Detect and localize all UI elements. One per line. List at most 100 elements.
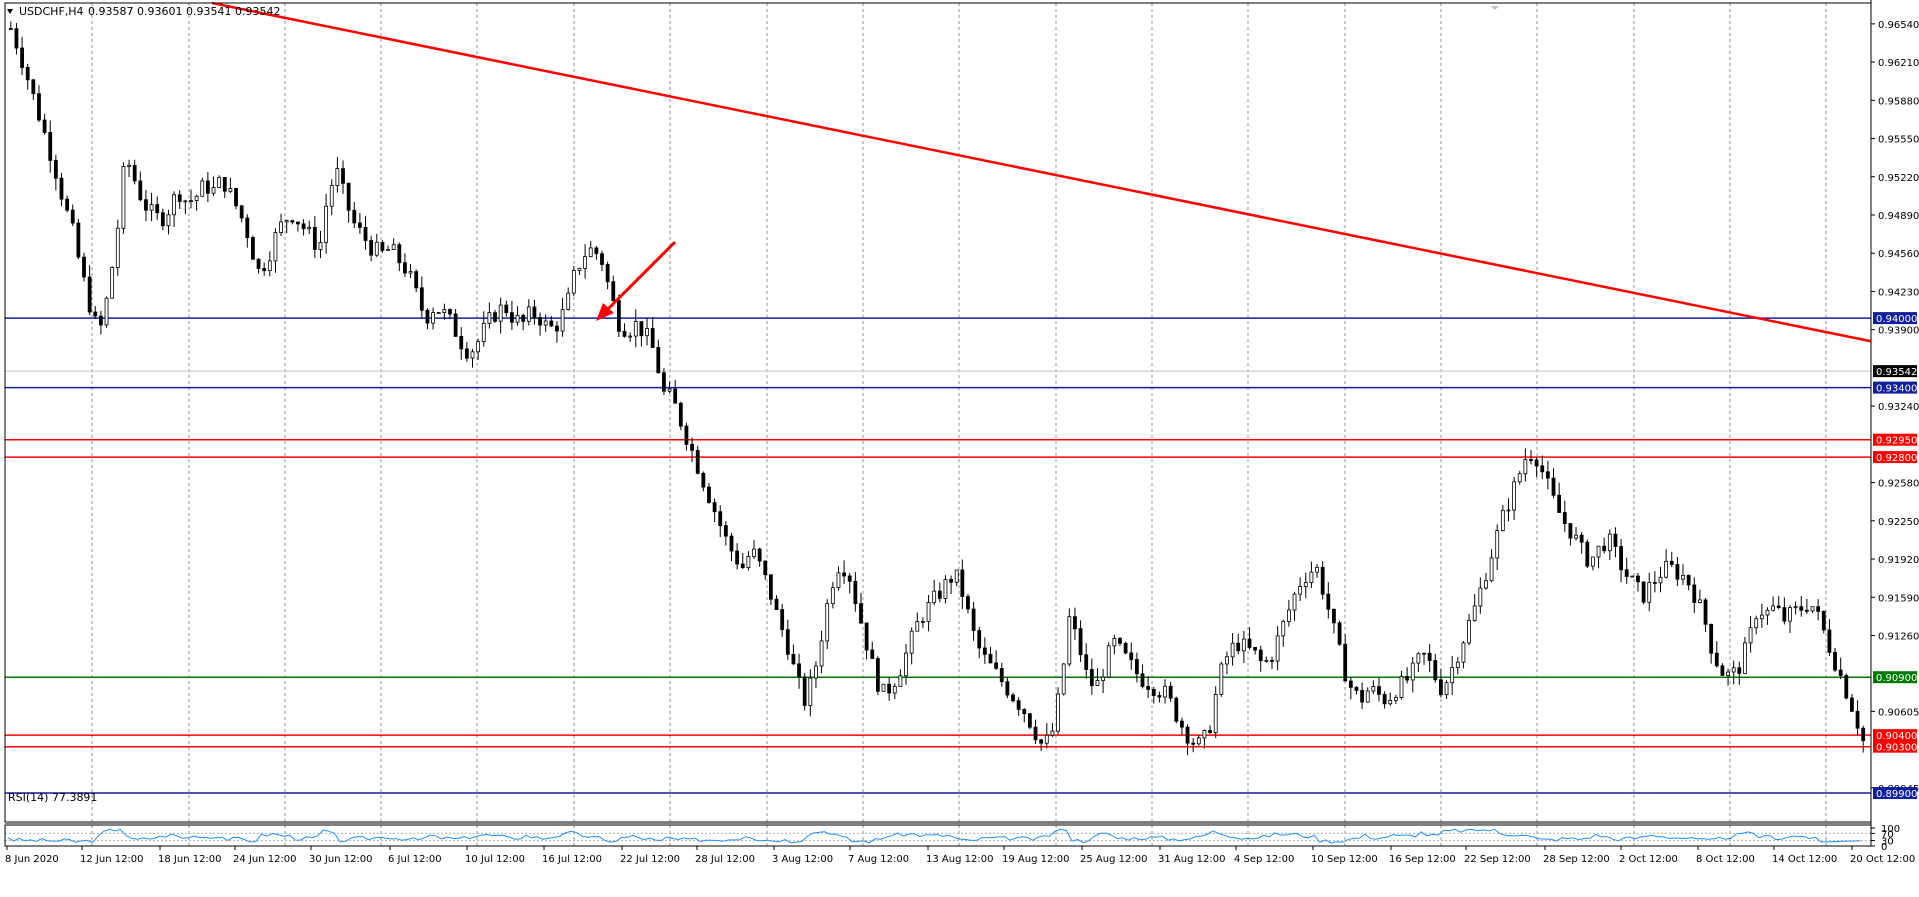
candle-body bbox=[1371, 686, 1376, 692]
candle-body bbox=[1562, 512, 1567, 524]
candle-body bbox=[1191, 742, 1196, 745]
candle-body bbox=[1439, 679, 1443, 696]
candle-body bbox=[1579, 534, 1584, 543]
candle-body bbox=[1669, 560, 1674, 565]
candle-body bbox=[723, 525, 728, 537]
candle-body bbox=[290, 220, 295, 223]
y-tick-label: 0.91260 bbox=[1878, 631, 1919, 642]
rsi-panel bbox=[5, 828, 1871, 844]
candle-body bbox=[1061, 663, 1066, 695]
candle-body bbox=[155, 204, 160, 214]
candle-body bbox=[1664, 560, 1669, 578]
symbol-label: USDCHF,H4 bbox=[19, 5, 84, 18]
candle-body bbox=[1202, 730, 1207, 739]
candle-body bbox=[870, 649, 875, 659]
candle-body bbox=[104, 297, 109, 326]
candle-body bbox=[1405, 676, 1410, 681]
candle-body bbox=[1427, 652, 1432, 661]
candle-body bbox=[875, 658, 880, 692]
candle-body bbox=[802, 676, 807, 706]
candle-body bbox=[887, 683, 892, 694]
candle-body bbox=[267, 260, 272, 272]
candle-body bbox=[988, 653, 993, 664]
candle-body bbox=[301, 223, 306, 230]
scroll-marker-icon bbox=[1491, 6, 1499, 10]
rsi-scale-label: 100 bbox=[1881, 824, 1900, 835]
candle-body bbox=[8, 28, 13, 30]
candle-body bbox=[1799, 606, 1804, 611]
candle-body bbox=[93, 311, 98, 317]
candle-body bbox=[1275, 635, 1280, 662]
candle-body bbox=[25, 67, 30, 81]
candle-body bbox=[504, 304, 509, 314]
candle-body bbox=[994, 662, 999, 669]
candle-body bbox=[453, 313, 458, 337]
candle-body bbox=[1788, 607, 1792, 622]
candle-body bbox=[909, 630, 914, 654]
candle-body bbox=[1838, 669, 1843, 676]
rsi-label: RSI(14) 77.3891 bbox=[8, 791, 97, 804]
candle-body bbox=[1073, 616, 1077, 630]
y-tick-label: 0.91920 bbox=[1878, 555, 1919, 566]
candle-body bbox=[1450, 667, 1455, 684]
candle-body bbox=[1551, 477, 1556, 496]
candle-body bbox=[138, 180, 143, 201]
candle-body bbox=[577, 267, 582, 271]
x-tick-label: 31 Aug 12:00 bbox=[1158, 854, 1225, 865]
candle-body bbox=[65, 198, 70, 211]
candle-body bbox=[397, 244, 402, 264]
pane-separator bbox=[5, 822, 1871, 825]
candle-body bbox=[954, 569, 959, 583]
candle-body bbox=[1782, 607, 1787, 622]
candle-body bbox=[1759, 614, 1764, 620]
x-tick-label: 18 Jun 12:00 bbox=[158, 854, 222, 865]
candle-body bbox=[42, 119, 47, 133]
candle-body bbox=[99, 315, 103, 326]
candle-body bbox=[594, 247, 599, 255]
level-tag-label: 0.89900 bbox=[1876, 789, 1917, 800]
candle-body bbox=[656, 347, 661, 374]
candle-body bbox=[1776, 605, 1781, 608]
candle-body bbox=[442, 309, 447, 314]
rsi-scale-label: 30 bbox=[1881, 837, 1894, 848]
y-tick-label: 0.95880 bbox=[1878, 96, 1919, 107]
candle-body bbox=[1686, 574, 1691, 586]
candle-body bbox=[1731, 667, 1736, 673]
candle-body bbox=[228, 188, 233, 192]
candle-body bbox=[20, 47, 24, 68]
candle-body bbox=[695, 449, 700, 474]
level-tag bbox=[1873, 671, 1917, 684]
candle-body bbox=[1298, 586, 1303, 595]
candle-body bbox=[566, 292, 571, 310]
candle-body bbox=[239, 205, 244, 219]
candle-body bbox=[662, 372, 666, 392]
candle-body bbox=[1174, 697, 1179, 722]
candle-body bbox=[1517, 473, 1522, 483]
candle-body bbox=[600, 253, 604, 265]
candle-body bbox=[898, 675, 903, 687]
candle-body bbox=[560, 309, 565, 332]
candle-body bbox=[864, 622, 869, 651]
y-tick-label: 0.91590 bbox=[1878, 593, 1919, 604]
candle-body bbox=[1585, 541, 1590, 567]
candle-body bbox=[1332, 608, 1336, 624]
candle-body bbox=[729, 535, 734, 552]
candle-body bbox=[510, 312, 514, 323]
candle-body bbox=[611, 281, 616, 301]
candle-body bbox=[279, 221, 283, 233]
candle-body bbox=[273, 232, 278, 262]
rsi-scale-label: 70 bbox=[1881, 829, 1894, 840]
candle-body bbox=[1112, 637, 1117, 647]
candle-body bbox=[1219, 663, 1224, 695]
candle-body bbox=[932, 590, 937, 603]
candle-body bbox=[977, 630, 982, 649]
candle-body bbox=[1151, 689, 1156, 696]
price-tags: 0.94000 0.93400 0.92950 0.92800 0.90900 0.904… bbox=[1873, 312, 1917, 800]
candle-body bbox=[386, 249, 390, 251]
candle-body bbox=[853, 580, 858, 605]
candle-body bbox=[1692, 584, 1697, 603]
candle-body bbox=[245, 217, 250, 238]
candle-body bbox=[588, 247, 593, 257]
candle-body bbox=[1303, 582, 1308, 587]
